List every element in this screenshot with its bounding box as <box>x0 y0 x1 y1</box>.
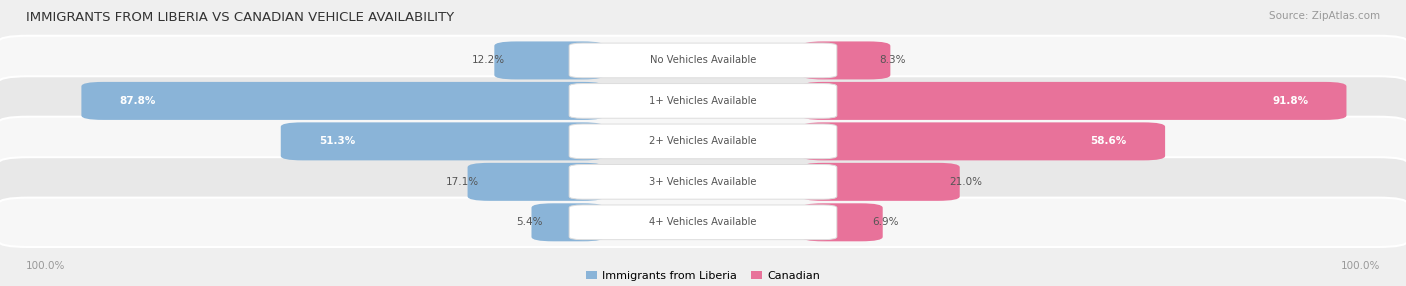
Text: 17.1%: 17.1% <box>446 177 478 187</box>
FancyBboxPatch shape <box>0 76 1406 126</box>
FancyBboxPatch shape <box>569 43 837 78</box>
Text: 91.8%: 91.8% <box>1272 96 1308 106</box>
FancyBboxPatch shape <box>801 203 883 241</box>
Text: Source: ZipAtlas.com: Source: ZipAtlas.com <box>1270 11 1381 21</box>
FancyBboxPatch shape <box>801 82 1347 120</box>
FancyBboxPatch shape <box>281 122 605 160</box>
FancyBboxPatch shape <box>0 157 1406 206</box>
Text: 51.3%: 51.3% <box>319 136 356 146</box>
Text: No Vehicles Available: No Vehicles Available <box>650 55 756 65</box>
Legend: Immigrants from Liberia, Canadian: Immigrants from Liberia, Canadian <box>581 267 825 285</box>
FancyBboxPatch shape <box>569 124 837 159</box>
Text: 100.0%: 100.0% <box>1341 261 1381 271</box>
Text: 1+ Vehicles Available: 1+ Vehicles Available <box>650 96 756 106</box>
FancyBboxPatch shape <box>531 203 605 241</box>
Text: 6.9%: 6.9% <box>872 217 898 227</box>
FancyBboxPatch shape <box>468 163 605 201</box>
Text: IMMIGRANTS FROM LIBERIA VS CANADIAN VEHICLE AVAILABILITY: IMMIGRANTS FROM LIBERIA VS CANADIAN VEHI… <box>25 11 454 24</box>
Text: 87.8%: 87.8% <box>120 96 156 106</box>
Text: 100.0%: 100.0% <box>25 261 65 271</box>
FancyBboxPatch shape <box>801 122 1166 160</box>
Text: 8.3%: 8.3% <box>879 55 905 65</box>
FancyBboxPatch shape <box>569 164 837 199</box>
Text: 4+ Vehicles Available: 4+ Vehicles Available <box>650 217 756 227</box>
Text: 5.4%: 5.4% <box>516 217 543 227</box>
Text: 58.6%: 58.6% <box>1091 136 1126 146</box>
FancyBboxPatch shape <box>0 117 1406 166</box>
Text: 12.2%: 12.2% <box>472 55 505 65</box>
Text: 3+ Vehicles Available: 3+ Vehicles Available <box>650 177 756 187</box>
FancyBboxPatch shape <box>801 41 890 80</box>
FancyBboxPatch shape <box>0 36 1406 85</box>
Text: 2+ Vehicles Available: 2+ Vehicles Available <box>650 136 756 146</box>
FancyBboxPatch shape <box>495 41 605 80</box>
FancyBboxPatch shape <box>801 163 960 201</box>
FancyBboxPatch shape <box>82 82 605 120</box>
Text: 21.0%: 21.0% <box>949 177 981 187</box>
FancyBboxPatch shape <box>569 205 837 240</box>
FancyBboxPatch shape <box>0 198 1406 247</box>
FancyBboxPatch shape <box>569 84 837 118</box>
